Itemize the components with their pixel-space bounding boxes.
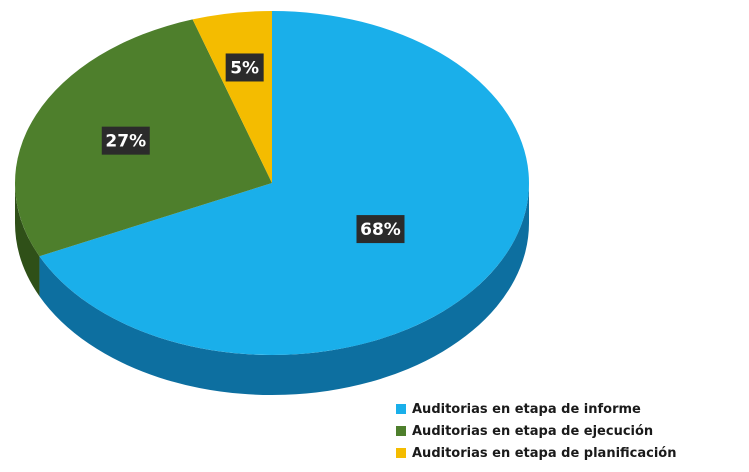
pie-side-informe bbox=[39, 183, 530, 395]
legend-swatch-informe bbox=[396, 404, 406, 414]
data-label-informe: 68% bbox=[360, 220, 401, 240]
data-label-ejecucion: 27% bbox=[105, 132, 146, 152]
pie-side-ejecucion bbox=[14, 183, 40, 297]
pie-slices bbox=[14, 11, 530, 355]
legend-swatch-planificacion bbox=[396, 448, 406, 458]
pie-slice-informe bbox=[39, 11, 530, 355]
legend-label-planificacion: Auditorias en etapa de planificación bbox=[412, 445, 677, 461]
pie-data-labels: 68% 27% 5% bbox=[101, 53, 405, 244]
legend: Auditorias en etapa de informe Auditoria… bbox=[396, 398, 677, 464]
legend-label-informe: Auditorias en etapa de informe bbox=[412, 401, 641, 417]
legend-item-informe: Auditorias en etapa de informe bbox=[396, 398, 677, 420]
pie-3d-sides bbox=[14, 183, 530, 395]
legend-item-planificacion: Auditorias en etapa de planificación bbox=[396, 442, 677, 464]
legend-swatch-ejecucion bbox=[396, 426, 406, 436]
legend-item-ejecucion: Auditorias en etapa de ejecución bbox=[396, 420, 677, 442]
data-label-box-planificacion bbox=[225, 53, 264, 82]
data-label-box-informe bbox=[356, 215, 405, 244]
legend-label-ejecucion: Auditorias en etapa de ejecución bbox=[412, 423, 654, 439]
data-label-planificacion: 5% bbox=[230, 58, 259, 78]
data-label-box-ejecucion bbox=[101, 126, 150, 155]
